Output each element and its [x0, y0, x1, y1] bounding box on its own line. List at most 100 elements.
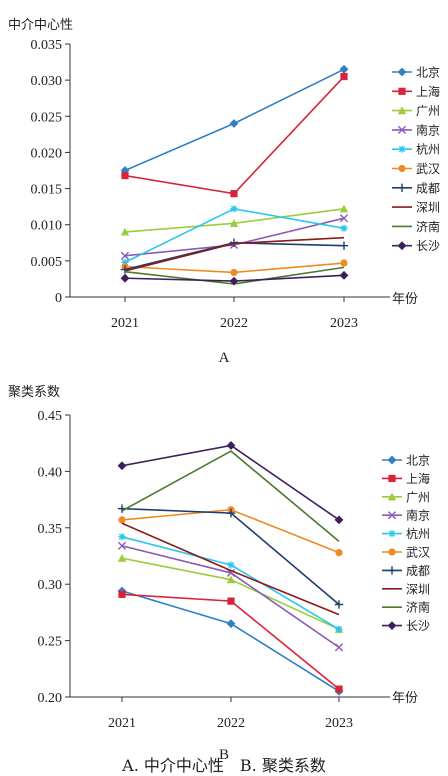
- data-point: [226, 568, 236, 578]
- legend-entry: 南京: [416, 122, 440, 137]
- series-line: [121, 557, 340, 631]
- legend-entry: 上海: [406, 471, 430, 486]
- legend-entry: 成都: [406, 564, 430, 578]
- data-point: [335, 685, 343, 693]
- series-1: [121, 72, 348, 198]
- legend-entry: 深圳: [416, 201, 440, 215]
- legend-marker: [388, 474, 396, 482]
- series-9: [117, 441, 344, 525]
- y-tick-label: 0.015: [31, 183, 63, 198]
- series-2: [120, 204, 349, 236]
- x-tick-label: 2021: [111, 316, 139, 331]
- data-point: [120, 251, 130, 260]
- legend-entry: 广州: [406, 490, 430, 504]
- data-point: [118, 590, 126, 598]
- legend-entry: 上海: [416, 84, 440, 99]
- legend-marker: [387, 492, 397, 501]
- series-line: [124, 207, 345, 264]
- legend-marker: [397, 241, 407, 251]
- data-point: [117, 461, 127, 471]
- data-point: [229, 276, 239, 286]
- y-tick-label: 0.20: [38, 691, 63, 706]
- data-point: [339, 270, 349, 280]
- y-tick-label: 0.30: [38, 578, 63, 593]
- series-line: [124, 236, 345, 272]
- series-5: [121, 259, 348, 277]
- legend-entry: 武汉: [416, 162, 440, 176]
- data-point: [335, 549, 343, 557]
- legend-marker: [387, 621, 397, 630]
- series-line: [121, 593, 340, 690]
- data-point: [339, 241, 349, 250]
- legend-marker: [397, 125, 407, 134]
- y-axis-label: 聚类系数: [8, 385, 60, 400]
- data-point: [339, 214, 349, 223]
- legend-marker: [397, 183, 407, 192]
- legend-entry: 长沙: [416, 239, 440, 253]
- series-line: [124, 75, 345, 195]
- panel-label: A: [219, 350, 230, 366]
- y-tick-label: 0: [55, 291, 62, 306]
- data-point: [339, 64, 349, 74]
- legend-marker: [388, 548, 396, 556]
- legend-marker: [397, 106, 407, 115]
- y-tick-label: 0.35: [38, 522, 63, 537]
- data-point: [229, 219, 239, 227]
- series-7: [121, 522, 340, 616]
- x-tick-label: 2023: [325, 716, 353, 731]
- legend-entry: 北京: [416, 66, 440, 80]
- legend-entry: 成都: [416, 181, 440, 195]
- data-point: [334, 515, 344, 525]
- data-point: [334, 643, 344, 652]
- legend-marker: [387, 566, 397, 575]
- data-point: [340, 259, 348, 267]
- data-point: [230, 205, 238, 213]
- data-point: [230, 268, 238, 277]
- data-point: [340, 72, 348, 81]
- data-point: [120, 227, 130, 236]
- y-tick-label: 0.005: [31, 255, 63, 270]
- legend-entry: 杭州: [406, 526, 430, 541]
- legend-marker: [397, 67, 407, 77]
- y-tick-label: 0.010: [31, 219, 63, 234]
- chart-panel-b: 聚类系数 0.20 0.25 0.30 0.35 0.40 0.45 2021 2022 2023…: [8, 385, 430, 763]
- y-axis-label: 中介中心性: [8, 18, 73, 33]
- y-tick-label: 0.035: [31, 38, 63, 53]
- chart-panel-a: 中介中心性 0 0.005 0.010 0.015 0.020 0.025 0.030 0.03…: [8, 18, 440, 366]
- series-4: [121, 205, 348, 266]
- data-point: [334, 600, 344, 609]
- legend-marker: [398, 164, 406, 173]
- legend-marker: [387, 511, 397, 520]
- y-tick-label: 0.25: [38, 635, 63, 650]
- legend-entry: 长沙: [406, 619, 430, 633]
- series-9: [120, 270, 349, 286]
- data-point: [226, 441, 236, 450]
- legend-marker: [398, 145, 406, 153]
- series-line: [121, 590, 340, 693]
- legend-entry: 北京: [406, 454, 430, 468]
- series-line: [121, 507, 340, 606]
- data-point: [226, 619, 236, 629]
- series-7: [124, 236, 345, 272]
- data-point: [121, 258, 129, 266]
- series-6: [117, 504, 344, 609]
- x-tick-label: 2022: [217, 716, 245, 731]
- series-8: [121, 450, 340, 542]
- y-tick-label: 0.025: [31, 110, 63, 125]
- data-point: [118, 533, 126, 541]
- data-point: [226, 575, 236, 584]
- data-point: [117, 554, 127, 562]
- x-tick-label: 2021: [108, 716, 136, 731]
- data-point: [227, 561, 235, 569]
- series-3: [117, 541, 344, 652]
- y-tick-label: 0.030: [31, 74, 63, 89]
- data-point: [120, 273, 130, 283]
- x-axis-label: 年份: [392, 691, 418, 706]
- data-point: [335, 625, 343, 633]
- data-point: [118, 516, 126, 524]
- x-tick-label: 2022: [220, 316, 248, 331]
- series-1: [118, 590, 343, 693]
